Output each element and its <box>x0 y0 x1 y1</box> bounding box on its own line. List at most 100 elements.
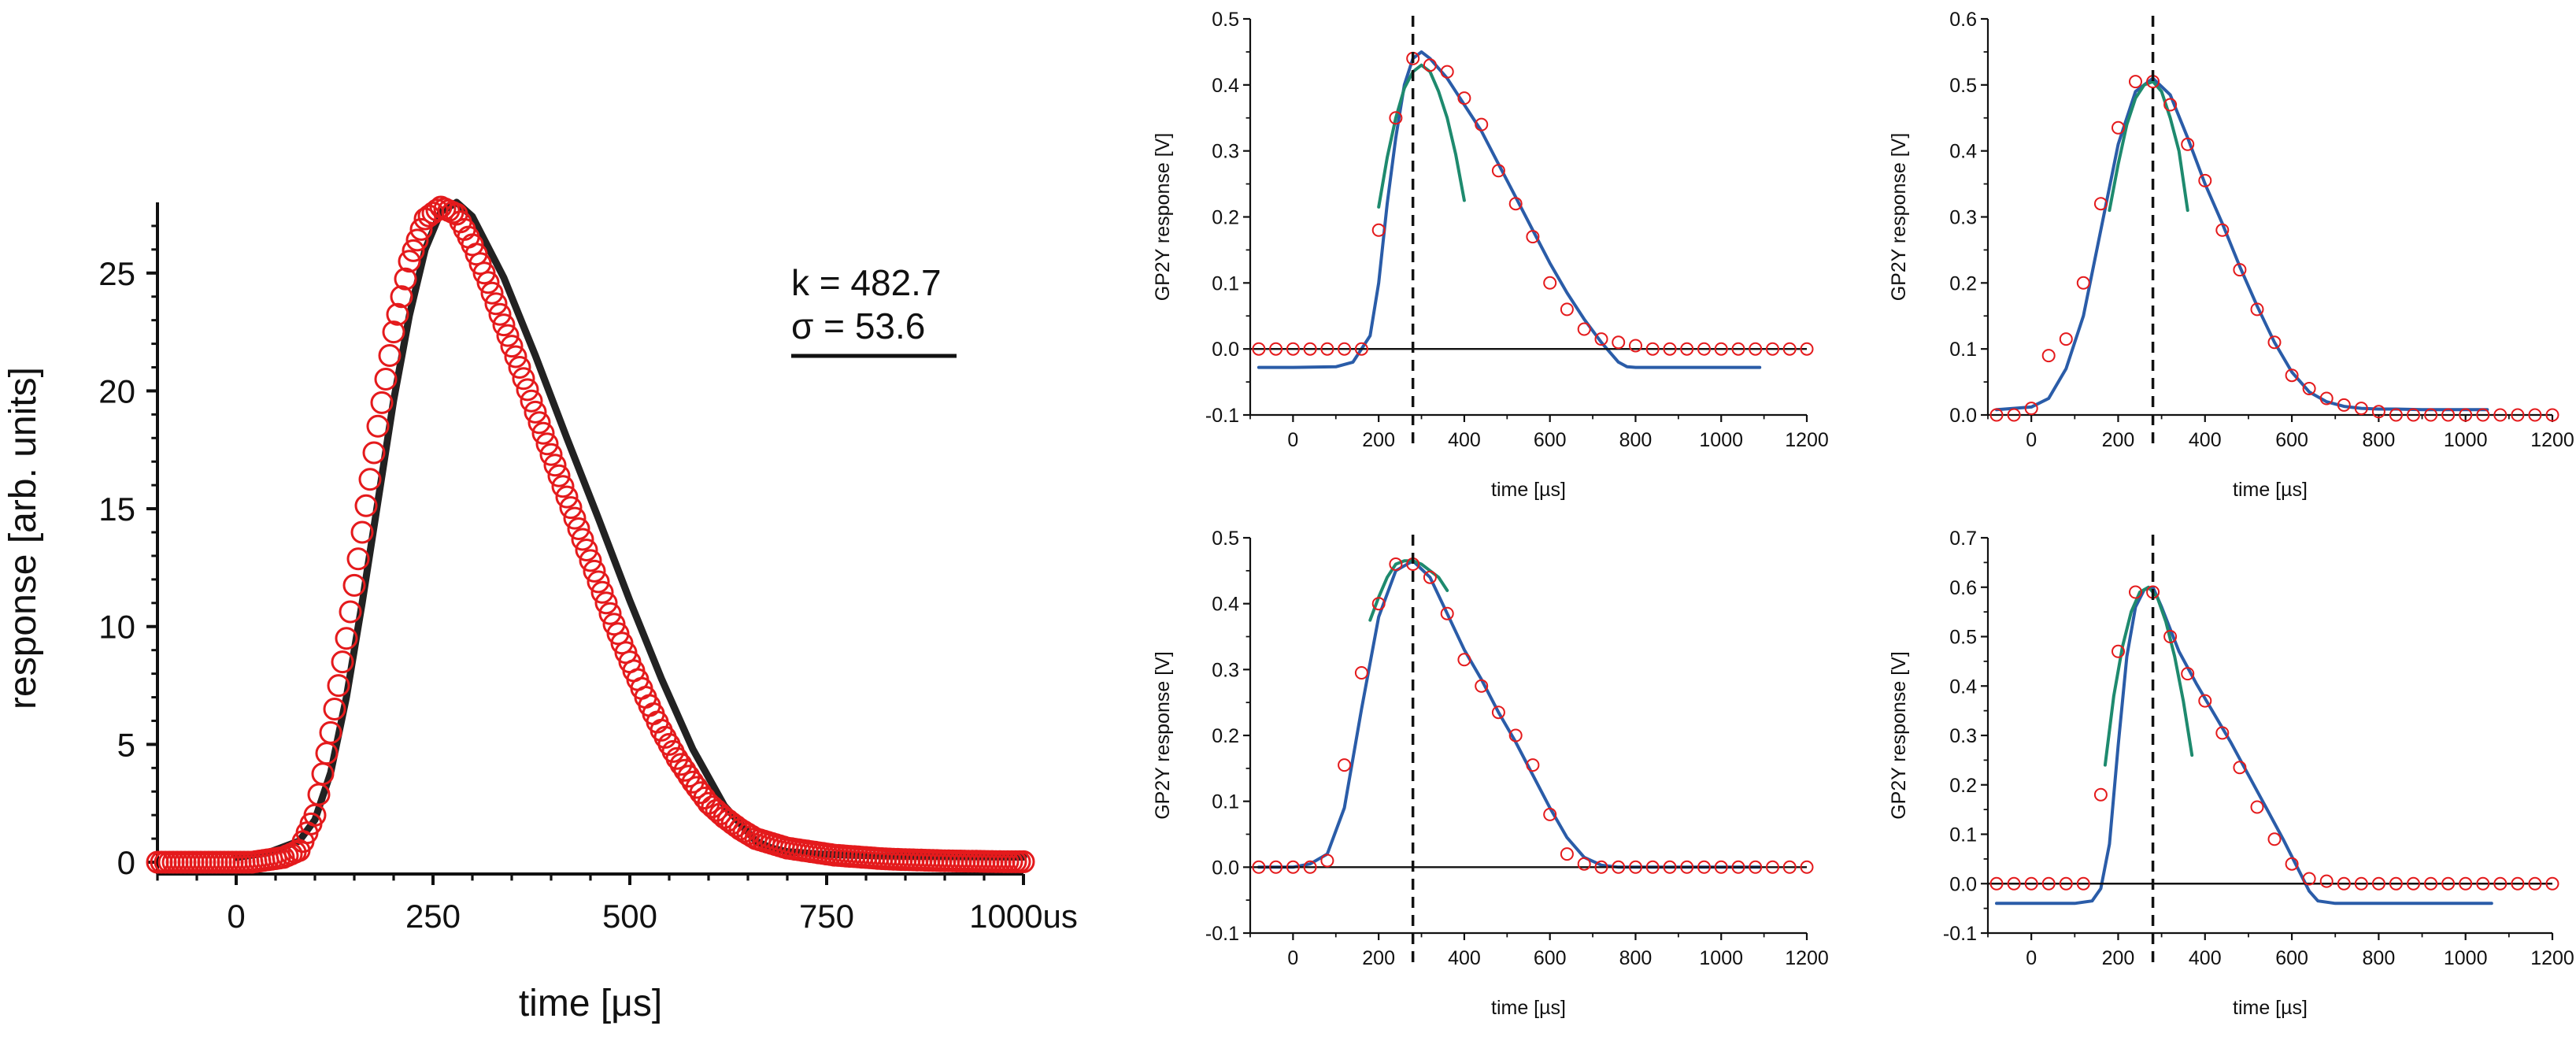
data-point <box>587 570 610 594</box>
data-point <box>1680 860 1694 874</box>
y-axis-label: response [arb. units] <box>2 367 44 709</box>
x-tick-label: 200 <box>1362 947 1395 969</box>
data-point <box>1389 111 1403 125</box>
data-point <box>1012 850 1035 873</box>
data-point <box>2459 408 2473 422</box>
y-tick-label: -0.1 <box>1205 923 1239 945</box>
y-axis-label: GP2Y response [V] <box>1152 651 1174 820</box>
data-point <box>2285 369 2299 383</box>
x-tick-label: 400 <box>2189 947 2222 969</box>
x-axis-label: time [µs] <box>1491 479 1566 501</box>
data-point <box>2511 408 2525 422</box>
y-tick-label: 5 <box>117 726 135 763</box>
data-point <box>382 320 405 344</box>
data-point <box>1286 860 1300 874</box>
data-point <box>335 627 358 650</box>
y-tick-label: 0.1 <box>1212 791 1239 813</box>
data-point <box>2407 876 2420 891</box>
data-point <box>2424 408 2438 422</box>
data-point <box>1440 65 1454 79</box>
data-point <box>2041 876 2056 891</box>
data-point <box>2181 137 2195 151</box>
data-point <box>1354 342 1368 356</box>
data-point <box>1782 860 1797 874</box>
k-annotation: k = 482.7 <box>791 262 942 303</box>
data-point <box>2163 98 2178 112</box>
data-point <box>2233 263 2247 277</box>
panel-p4: 0 200 400 600 800 1000 1200 -0.1 0.0 0.1 0.2 0.3 0.4… <box>1888 528 2574 1019</box>
data-point <box>2112 644 2125 658</box>
x-tick-label: 400 <box>2189 429 2222 451</box>
y-tick-label: -0.1 <box>1943 923 1977 945</box>
x-tick-label: 800 <box>1619 429 1653 451</box>
y-tick-label: 0.5 <box>1949 627 1977 649</box>
data-point <box>2545 876 2559 891</box>
data-point <box>2371 405 2385 419</box>
data-point <box>535 432 559 456</box>
y-tick-label: 0.3 <box>1212 141 1239 163</box>
data-point <box>1508 197 1523 211</box>
x-tick-label: 1200 <box>1785 947 1829 969</box>
data-point <box>2319 874 2334 888</box>
data-point <box>516 378 539 402</box>
y-tick-label: 0.7 <box>1949 528 1977 550</box>
data-point <box>1766 342 1779 356</box>
data-point <box>496 324 520 347</box>
data-point <box>583 559 606 583</box>
data-point <box>346 547 370 571</box>
data-point <box>716 809 740 832</box>
data-point <box>677 765 701 788</box>
data-point <box>2302 872 2316 886</box>
data-point <box>2024 876 2038 891</box>
data-point <box>1269 342 1283 356</box>
data-point <box>2093 197 2108 211</box>
data-point <box>575 539 598 561</box>
data-point <box>1303 342 1317 356</box>
panel-main: 0 250 500 750 1000us 0 5 10 15 20 25 time [μs] respo… <box>2 195 1078 1024</box>
data-point <box>555 485 579 509</box>
data-point <box>2285 857 2299 871</box>
data-point <box>1663 860 1677 874</box>
x-tick-label: 400 <box>1448 947 1481 969</box>
data-point <box>1269 860 1283 874</box>
data-point <box>590 580 614 604</box>
data-point <box>1612 860 1626 874</box>
x-axis-label: time [µs] <box>2233 479 2308 501</box>
data-point <box>2441 408 2456 422</box>
y-tick-label: 0.2 <box>1212 725 1239 747</box>
data-point <box>1749 342 1763 356</box>
data-point <box>339 600 362 624</box>
data-point <box>571 528 594 551</box>
x-axis-label: time [μs] <box>519 983 662 1024</box>
data-point <box>1543 807 1557 821</box>
data-point <box>2545 408 2559 422</box>
y-tick-label: 0.3 <box>1949 725 1977 747</box>
data-point <box>512 367 535 391</box>
data-point <box>386 302 409 326</box>
data-point <box>2528 876 2542 891</box>
data-point <box>1800 342 1814 356</box>
data-point <box>2093 787 2108 802</box>
data-point <box>1371 223 1386 237</box>
x-tick-label: 600 <box>2275 429 2308 451</box>
data-point <box>2354 876 2368 891</box>
y-axis-label: GP2Y response [V] <box>1152 133 1174 302</box>
x-tick-label: 600 <box>1534 947 1567 969</box>
x-tick-label: 200 <box>2102 947 2135 969</box>
fit-curve <box>1995 585 2493 906</box>
data-point <box>720 812 744 835</box>
y-tick-label: 0.3 <box>1212 659 1239 681</box>
y-tick-label: 10 <box>98 609 135 646</box>
data-point <box>1457 91 1471 106</box>
data-point <box>1491 706 1505 720</box>
data-point <box>1354 666 1368 680</box>
data-point <box>1612 335 1626 350</box>
data-point <box>402 239 425 262</box>
x-tick-label: 1200 <box>2530 947 2574 969</box>
data-point <box>1629 339 1642 353</box>
data-point <box>2476 876 2490 891</box>
data-point <box>2024 402 2038 416</box>
fit-curve <box>1377 63 1466 209</box>
y-tick-label: 0 <box>117 844 135 881</box>
